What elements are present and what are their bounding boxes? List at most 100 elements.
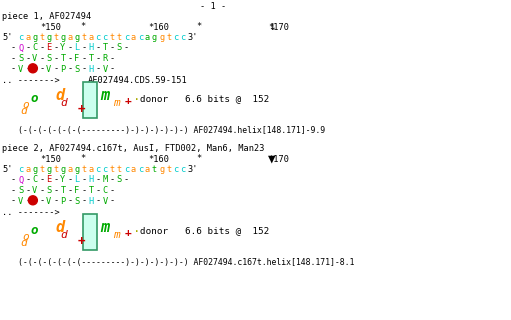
Text: -: - [67, 44, 73, 52]
Text: m: m [113, 230, 120, 241]
Text: S: S [18, 186, 24, 195]
Text: d: d [20, 107, 27, 116]
Text: t: t [53, 165, 58, 174]
Text: t: t [166, 165, 171, 174]
Text: *: * [196, 22, 201, 31]
Text: g: g [75, 165, 80, 174]
Text: -: - [11, 196, 16, 205]
Text: S: S [75, 65, 80, 74]
Text: S: S [47, 54, 52, 63]
Text: c: c [138, 33, 143, 42]
Text: t: t [166, 33, 171, 42]
Text: c: c [138, 165, 143, 174]
Text: *: * [196, 155, 201, 164]
Text: c: c [173, 165, 178, 174]
Text: ↓: ↓ [268, 20, 275, 34]
Text: -: - [67, 196, 73, 205]
Text: M: M [103, 175, 108, 185]
Text: V: V [32, 186, 37, 195]
Text: -: - [81, 65, 87, 74]
Text: d: d [60, 99, 67, 108]
Text: -: - [110, 196, 115, 205]
Text: H: H [88, 44, 94, 52]
Circle shape [28, 64, 37, 73]
Text: c: c [96, 165, 101, 174]
Text: t: t [53, 33, 58, 42]
Text: a: a [131, 165, 136, 174]
Text: -: - [53, 44, 59, 52]
Text: H: H [88, 196, 94, 205]
Text: d: d [60, 230, 67, 241]
Text: m: m [100, 220, 109, 236]
Text: t: t [117, 165, 122, 174]
Text: c: c [103, 165, 108, 174]
Text: a: a [25, 165, 30, 174]
Text: c: c [18, 33, 23, 42]
Text: *160: *160 [148, 155, 169, 164]
Text: -: - [11, 54, 16, 63]
Text: -: - [39, 196, 44, 205]
Text: -: - [39, 65, 44, 74]
Text: -: - [96, 44, 101, 52]
Text: -: - [53, 196, 59, 205]
Text: -: - [96, 65, 101, 74]
Text: -: - [124, 44, 129, 52]
Text: -: - [124, 175, 129, 185]
Text: -: - [81, 175, 87, 185]
Text: T: T [88, 54, 94, 63]
Text: g: g [159, 165, 164, 174]
Text: donor   6.6 bits @  152: donor 6.6 bits @ 152 [140, 227, 269, 236]
Text: -: - [110, 186, 115, 195]
Text: +: + [125, 228, 132, 238]
Text: -: - [39, 54, 44, 63]
Text: -: - [11, 175, 16, 185]
Text: g: g [60, 33, 65, 42]
Text: -: - [11, 65, 16, 74]
Text: V: V [18, 65, 24, 74]
Text: c: c [180, 165, 185, 174]
Bar [83, 82, 97, 117]
Text: T: T [88, 186, 94, 195]
Text: a: a [131, 33, 136, 42]
Text: t: t [152, 165, 157, 174]
Text: g: g [75, 33, 80, 42]
Text: -: - [25, 175, 30, 185]
Text: *170: *170 [268, 155, 289, 164]
Text: V: V [103, 196, 108, 205]
Text: P: P [60, 196, 65, 205]
Text: 3': 3' [187, 33, 198, 42]
Text: a: a [88, 33, 94, 42]
Text: -: - [25, 196, 30, 205]
Text: R: R [103, 54, 108, 63]
Text: -: - [110, 44, 115, 52]
Text: -: - [110, 175, 115, 185]
Text: C: C [103, 186, 108, 195]
Text: g: g [32, 33, 37, 42]
Text: .: . [133, 221, 141, 235]
Text: g: g [159, 33, 164, 42]
Text: H: H [88, 65, 94, 74]
Text: -: - [67, 186, 73, 195]
Text: -: - [53, 65, 59, 74]
Text: L: L [75, 44, 80, 52]
Text: t: t [110, 165, 115, 174]
Text: 5': 5' [2, 33, 12, 42]
Text: -: - [11, 186, 16, 195]
Text: F: F [75, 54, 80, 63]
Text: C: C [32, 175, 37, 185]
Bar [83, 213, 97, 250]
Text: V: V [103, 65, 108, 74]
Text: -: - [53, 186, 59, 195]
Text: m: m [100, 89, 109, 103]
Text: AF027494.CDS.59-151: AF027494.CDS.59-151 [88, 76, 188, 85]
Text: -: - [81, 44, 87, 52]
Text: Q: Q [18, 175, 24, 185]
Text: 3': 3' [187, 165, 198, 174]
Text: o: o [22, 233, 29, 243]
Text: d: d [20, 238, 27, 249]
Text: *160: *160 [148, 22, 169, 31]
Circle shape [28, 196, 37, 205]
Text: -: - [39, 44, 44, 52]
Text: -: - [110, 65, 115, 74]
Text: a: a [25, 33, 30, 42]
